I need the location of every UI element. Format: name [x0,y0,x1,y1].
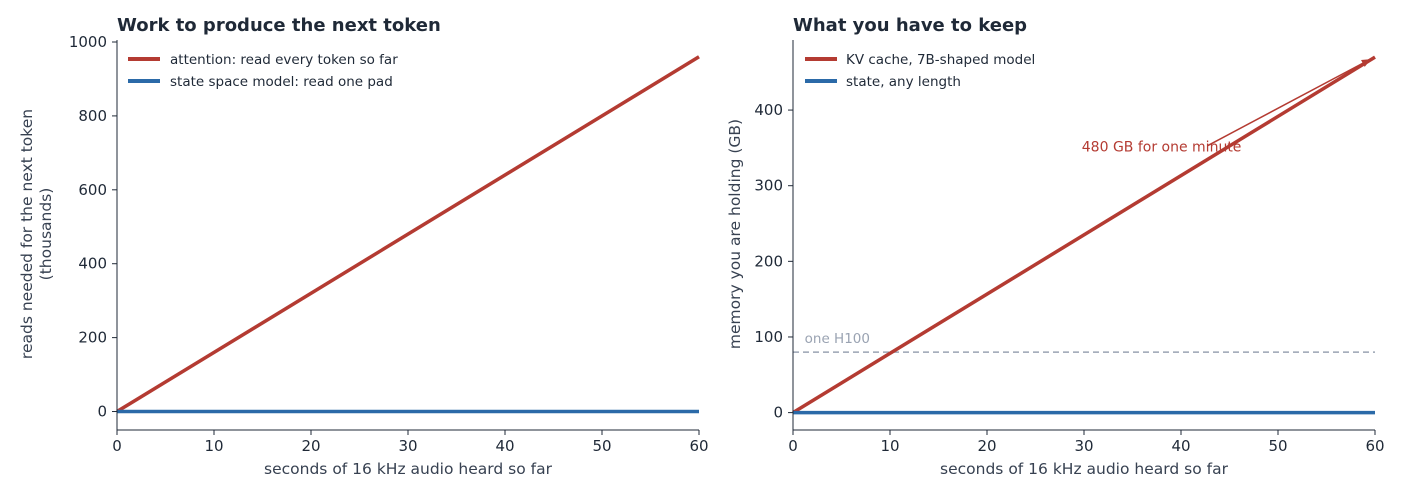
x-tick-label: 40 [495,437,514,455]
y-tick-label: 100 [754,328,783,346]
x-tick-label: 0 [788,437,798,455]
y-tick-label: 600 [78,181,107,199]
y-tick-label: 400 [78,255,107,273]
annotation-label: 480 GB for one minute [1082,140,1242,156]
x-tick-label: 60 [689,437,708,455]
y-tick-label: 800 [78,107,107,125]
y-tick-label: 200 [78,329,107,347]
y-tick-label: 0 [97,403,107,421]
y-axis-label-line1: reads needed for the next token [18,109,36,359]
x-tick-label: 10 [880,437,899,455]
x-tick-label: 60 [1365,437,1384,455]
legend-label-state: state, any length [846,74,961,90]
x-tick-label: 20 [977,437,996,455]
x-axis-label: seconds of 16 kHz audio heard so far [264,460,553,478]
x-tick-label: 30 [398,437,417,455]
legend: attention: read every token so far state… [128,52,398,90]
legend-label-kv-cache: KV cache, 7B-shaped model [846,52,1035,68]
annotation-arrowhead [1361,59,1371,67]
x-tick-label: 0 [112,437,122,455]
y-tick-label: 300 [754,177,783,195]
x-tick-label: 30 [1074,437,1093,455]
legend-label-attention: attention: read every token so far [170,52,398,68]
plot-area: one H100 0 10 20 30 40 50 60 0 100 200 300 400 480 GB… [754,40,1385,455]
chart-title: Work to produce the next token [117,15,441,36]
y-tick-label: 200 [754,252,783,270]
x-tick-label: 50 [1268,437,1287,455]
y-tick-label: 0 [773,404,783,422]
x-tick-label: 20 [301,437,320,455]
x-tick-label: 40 [1171,437,1190,455]
x-tick-label: 10 [204,437,223,455]
series-line-0 [792,55,1376,415]
x-axis-label: seconds of 16 kHz audio heard so far [940,460,1229,478]
legend-label-ssm: state space model: read one pad [170,74,393,90]
y-axis-label: memory you are holding (GB) [726,119,744,349]
y-tick-label: 400 [754,101,783,119]
x-tick-label: 50 [592,437,611,455]
y-tick-label: 1000 [69,33,107,51]
chart-panel-memory: What you have to keep one H100 0 10 20 30 40 5… [726,15,1385,478]
series-line-0 [116,55,700,414]
chart-panel-work: Work to produce the next token 0 10 20 30 40… [18,15,709,478]
y-axis-label-line2: (thousands) [37,188,55,281]
chart-title: What you have to keep [793,15,1027,36]
legend: KV cache, 7B-shaped model state, any len… [805,52,1035,90]
reference-line-label: one H100 [805,331,870,347]
annotation-arrow [1207,62,1364,147]
